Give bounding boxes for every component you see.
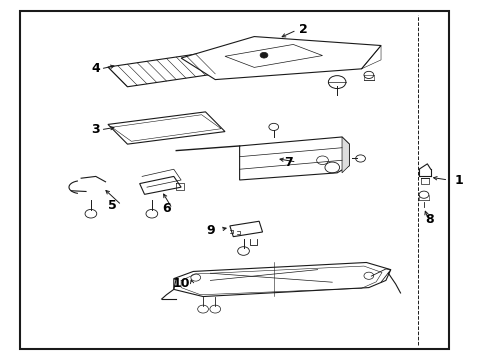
Text: 9: 9 bbox=[205, 224, 214, 237]
Bar bbox=[20, 12, 448, 348]
Polygon shape bbox=[341, 137, 348, 173]
Polygon shape bbox=[173, 262, 390, 297]
Text: 2: 2 bbox=[298, 23, 307, 36]
Circle shape bbox=[260, 52, 267, 58]
Text: 5: 5 bbox=[108, 199, 117, 212]
Polygon shape bbox=[229, 221, 262, 237]
Text: 3: 3 bbox=[91, 123, 100, 136]
Text: 7: 7 bbox=[284, 156, 292, 168]
Text: 1: 1 bbox=[454, 174, 463, 186]
Polygon shape bbox=[239, 137, 348, 180]
Text: 10: 10 bbox=[172, 278, 189, 291]
Text: 4: 4 bbox=[91, 62, 100, 75]
Polygon shape bbox=[181, 37, 380, 80]
Text: 6: 6 bbox=[162, 202, 170, 215]
Polygon shape bbox=[108, 112, 224, 144]
Polygon shape bbox=[140, 176, 181, 194]
Text: 8: 8 bbox=[425, 213, 433, 226]
Polygon shape bbox=[108, 53, 224, 87]
